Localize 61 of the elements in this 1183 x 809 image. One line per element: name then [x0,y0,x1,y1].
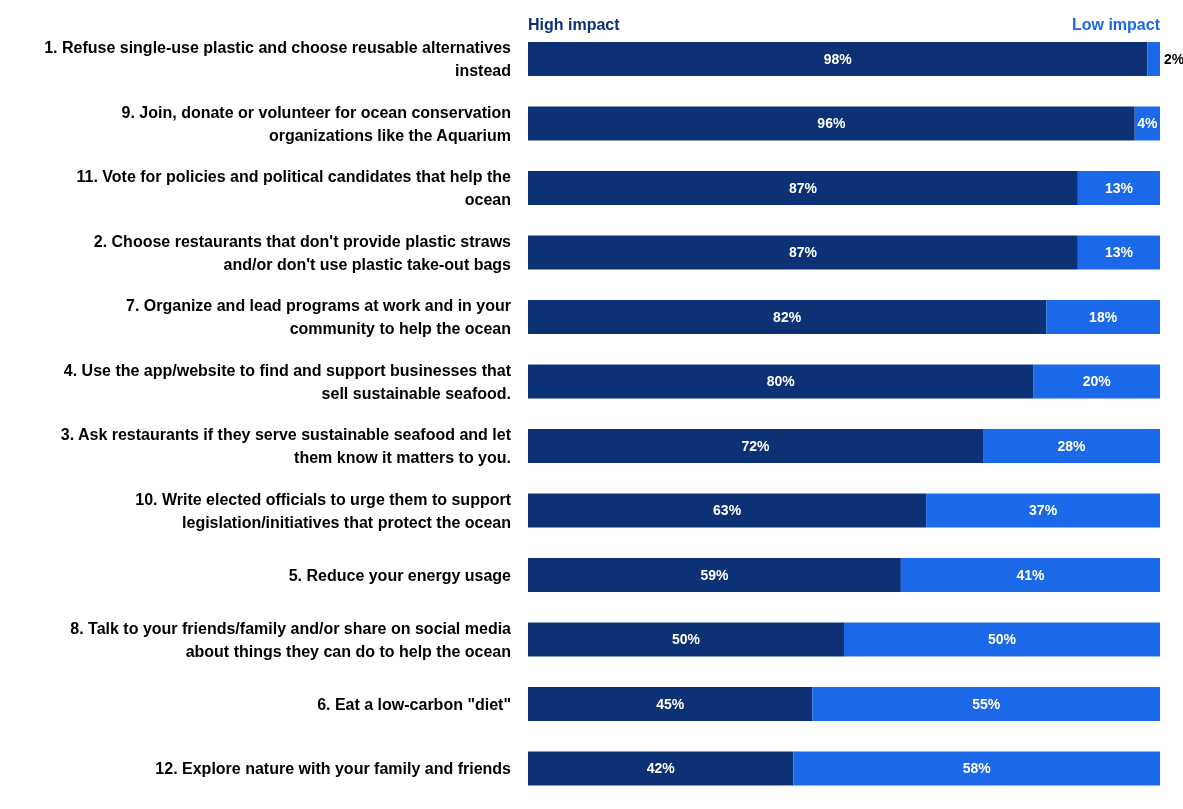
data-label: 72% [741,437,771,454]
data-label: 58% [962,760,992,777]
y-tick-label: 5. Reduce your energy usage [288,566,512,584]
bar [844,622,1160,657]
bar [528,493,927,528]
bar [528,364,1034,399]
data-label: 96% [817,115,846,132]
bar [812,687,1160,721]
data-label: 63% [713,502,742,519]
bar [926,493,1160,528]
series-label: High impact [528,16,621,33]
bar [1077,235,1160,270]
data-label: 2% [1164,50,1183,67]
data-label: 87% [788,179,818,196]
y-tick-label: 1. Refuse single-use plastic and choose reusable alternatives instead [44,39,512,80]
y-tick-label: 2. Choose restaurants that don't provide plastic straws and/or don't use plastic take-out bags [93,232,512,273]
data-label: 41% [1016,566,1045,583]
data-label: 80% [766,373,796,390]
data-label: 98% [823,50,853,67]
data-label: 82% [773,308,802,325]
bar [528,235,1078,270]
y-tick-label: 12. Explore nature with your family and friends [155,760,512,778]
bar [983,429,1160,463]
bar [528,42,1148,76]
bar [528,751,794,786]
data-label: 45% [656,695,685,712]
bar [1046,300,1160,334]
bar [528,687,813,721]
data-label: 55% [972,695,1001,712]
data-label: 28% [1057,437,1087,454]
bar [528,300,1047,334]
data-label: 59% [700,566,729,583]
bar [528,171,1078,205]
y-tick-label: 8. Talk to your friends/family and/or share on social media about things they can do to help the ocean [70,619,512,660]
bar [1147,42,1160,76]
bar [528,429,984,463]
data-label: 50% [671,631,701,648]
data-label: 18% [1089,308,1118,325]
y-tick-label: 10. Write elected officials to urge them to support legislation/initiatives that protect the ocean [135,490,512,531]
bar [528,106,1135,141]
series-label: Low impact [1071,16,1161,33]
data-label: 37% [1029,502,1058,519]
y-tick-label: 4. Use the app/website to find and support businesses that sell sustainable seafood. [63,361,512,402]
data-label: 4% [1137,115,1159,132]
data-label: 20% [1082,373,1112,390]
bar [528,622,844,657]
bar [793,751,1160,786]
y-tick-label: 9. Join, donate or volunteer for ocean conservation organizations like the Aquarium [121,103,511,144]
data-label: 13% [1104,179,1134,196]
y-tick-label: 7. Organize and lead programs at work and in your community to help the ocean [126,297,511,338]
y-tick-label: 6. Eat a low-carbon "diet" [317,695,511,713]
data-label: 13% [1104,244,1134,261]
data-label: 87% [788,244,818,261]
data-label: 50% [987,631,1017,648]
bar [900,558,1160,592]
data-label: 42% [646,760,676,777]
bar [1033,364,1160,399]
bar [1077,171,1160,205]
bar [528,558,901,592]
y-tick-label: 11. Vote for policies and political candidates that help the ocean [76,168,512,209]
y-tick-label: 3. Ask restaurants if they serve sustainable seafood and let them know it matters to you. [60,426,512,467]
